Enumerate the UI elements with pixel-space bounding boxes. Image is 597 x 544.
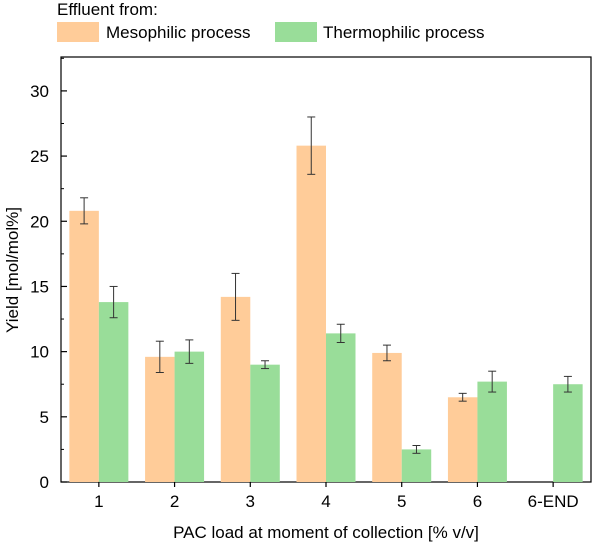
error-bar-thermophilic-3 [261,360,270,370]
y-tick-label-5: 5 [40,408,49,427]
bar-mesophilic-1 [69,210,99,482]
error-bar-mesophilic-6 [458,392,467,402]
error-bar-mesophilic-3 [231,272,240,321]
bar-mesophilic-6 [447,397,478,482]
x-tick-label-1: 1 [94,492,103,511]
x-tick-label-5: 5 [397,492,406,511]
bar-thermophilic-5 [401,449,432,482]
bar-thermophilic-6-END [553,384,583,482]
legend-swatch-thermophilic [275,22,317,42]
legend-title: Effluent from: [57,0,158,19]
bars-layer [69,145,583,482]
bar-mesophilic-5 [372,352,402,482]
error-bar-thermophilic-1 [109,285,118,319]
bar-thermophilic-4 [326,333,356,482]
bar-mesophilic-2 [145,356,175,482]
x-axis: 1 2 3 4 5 6 6-END [94,482,579,511]
legend-label-thermophilic: Thermophilic process [323,23,485,42]
x-axis-label: PAC load at moment of collection [% v/v] [173,523,479,542]
error-bar-thermophilic-4 [336,323,345,344]
bar-thermophilic-3 [250,364,280,482]
x-tick-label-3: 3 [246,492,255,511]
error-bar-mesophilic-4 [307,116,316,175]
y-tick-label-0: 0 [40,473,49,492]
legend-swatch-mesophilic [57,22,99,42]
error-bar-thermophilic-2 [185,339,194,364]
y-tick-label-20: 20 [30,212,49,231]
legend-label-mesophilic: Mesophilic process [106,23,251,42]
y-axis: 0 5 10 15 20 25 30 [30,57,67,492]
error-bar-mesophilic-5 [382,344,391,362]
bar-mesophilic-3 [220,296,251,482]
y-tick-label-10: 10 [30,343,49,362]
legend: Effluent from: Mesophilic process Thermo… [57,0,485,42]
error-bar-thermophilic-6 [488,370,497,393]
bar-thermophilic-6 [477,381,507,482]
error-bars-layer [80,116,572,454]
error-bar-thermophilic-5 [412,444,421,454]
x-tick-label-2: 2 [170,492,179,511]
bar-thermophilic-2 [174,351,205,482]
error-bar-mesophilic-2 [155,340,164,373]
error-bar-thermophilic-6-END [563,375,572,393]
x-tick-label-4: 4 [321,492,330,511]
y-tick-label-25: 25 [30,147,49,166]
x-tick-label-6: 6 [473,492,482,511]
bar-thermophilic-1 [98,302,129,482]
x-tick-label-6-END: 6-END [528,492,579,511]
y-tick-label-30: 30 [30,82,49,101]
y-tick-label-15: 15 [30,277,49,296]
error-bar-mesophilic-1 [80,197,89,225]
y-axis-label: Yield [mol/mol%] [3,207,22,333]
bar-mesophilic-4 [296,145,326,482]
